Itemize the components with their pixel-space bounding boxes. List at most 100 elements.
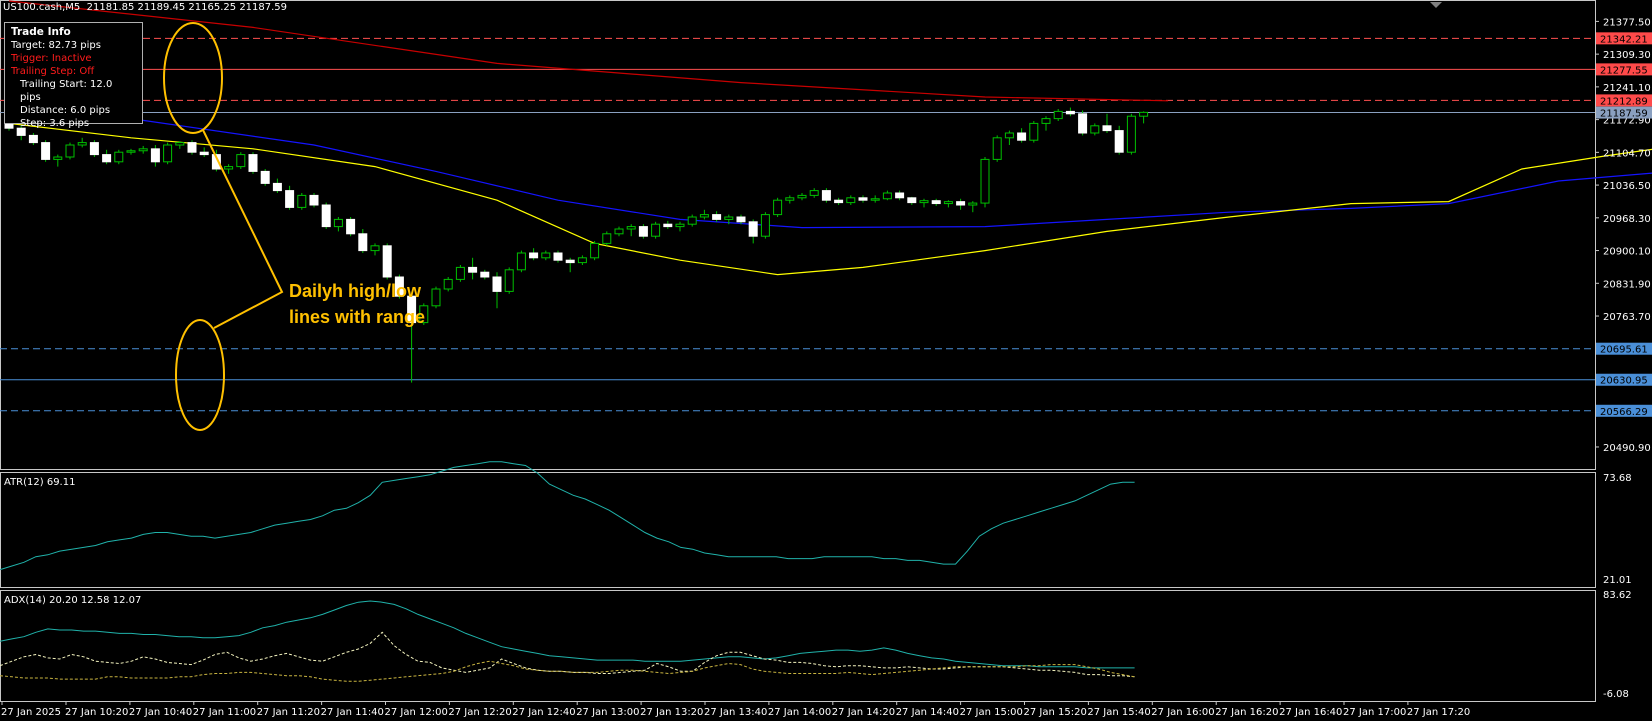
- candle: [626, 224, 636, 237]
- symbol-name: US100.cash,M5: [3, 2, 81, 13]
- candle-body: [321, 204, 331, 228]
- candle: [407, 293, 417, 383]
- candle: [882, 190, 892, 201]
- price-label: 21342.21: [1600, 34, 1648, 45]
- candle: [1041, 116, 1051, 131]
- candle-body: [626, 226, 636, 230]
- y-tick-label: 20900.10: [1603, 247, 1651, 258]
- candle-body: [614, 228, 624, 235]
- candle: [577, 255, 587, 265]
- candle: [663, 220, 673, 229]
- x-tick-label: 27 Jan 11:40: [321, 707, 384, 718]
- x-tick-label: 27 Jan 14:00: [768, 707, 831, 718]
- candle: [1029, 121, 1039, 143]
- annotation-ellipse-low: [175, 319, 225, 431]
- candle: [1017, 128, 1027, 143]
- candle: [272, 178, 282, 193]
- candle-body: [224, 166, 234, 170]
- candle: [248, 152, 258, 174]
- candle: [736, 214, 746, 225]
- candle-body: [443, 278, 453, 290]
- annotation-ellipse-high: [163, 22, 223, 134]
- step-text: Step: 3.6 pips: [20, 118, 90, 129]
- adx-series-2: [0, 631, 1135, 678]
- candle-body: [480, 271, 490, 278]
- candle-body: [724, 216, 734, 220]
- candle: [1065, 107, 1075, 117]
- candle-body: [1029, 122, 1039, 141]
- x-tick-label: 27 Jan 11:00: [193, 707, 256, 718]
- candle: [773, 197, 783, 217]
- candle-body: [638, 226, 648, 237]
- trailing-step-text: Trailing Step: Off: [11, 66, 95, 77]
- candle: [907, 196, 917, 205]
- candle: [114, 149, 124, 165]
- candle-body: [346, 218, 356, 235]
- candle: [541, 250, 551, 261]
- candle: [687, 214, 697, 227]
- candle-body: [773, 199, 783, 216]
- candle: [260, 169, 270, 186]
- trailing-start-text: Trailing Start: 12.0 pips: [20, 79, 113, 103]
- candle: [895, 190, 905, 201]
- price-label: 20630.95: [1600, 376, 1648, 387]
- candle: [382, 243, 392, 280]
- candle-body: [1090, 125, 1100, 134]
- candle-body: [370, 245, 380, 252]
- candle-body: [699, 214, 709, 218]
- candle-body: [163, 144, 173, 163]
- candle: [931, 198, 941, 206]
- x-tick-label: 27 Jan 10:40: [129, 707, 192, 718]
- candle: [492, 272, 502, 309]
- ma_long-line: [8, 0, 1169, 102]
- candle: [638, 224, 648, 239]
- candle-body: [333, 218, 343, 228]
- trigger-text: Trigger: Inactive: [11, 53, 92, 64]
- candle-body: [394, 276, 404, 297]
- adx-title: ADX(14) 20.20 12.58 12.07: [4, 595, 141, 606]
- adx-y-label: 83.62: [1603, 590, 1632, 601]
- x-tick-label: 27 Jan 17:00: [1343, 707, 1406, 718]
- candle: [41, 140, 51, 162]
- x-tick-label: 27 Jan 12:00: [385, 707, 448, 718]
- candle: [419, 303, 429, 325]
- candle-body: [590, 242, 600, 259]
- candle: [297, 193, 307, 210]
- candle: [77, 137, 87, 148]
- candle-body: [1004, 132, 1014, 139]
- candle: [748, 219, 758, 244]
- adx-panel-frame: [0, 590, 1596, 702]
- x-tick-label: 27 Jan 2025: [1, 707, 61, 718]
- x-tick-label: 27 Jan 14:40: [896, 707, 959, 718]
- candle: [321, 202, 331, 229]
- candle-body: [28, 134, 38, 144]
- y-axis: 21377.50 21309.30 21241.10 21172.90 21104.70…: [1595, 17, 1652, 454]
- candle-body: [675, 223, 685, 228]
- x-tick-label: 27 Jan 10:20: [65, 707, 128, 718]
- candle-body: [1126, 115, 1136, 153]
- candle-body: [102, 154, 112, 163]
- atr-y-label: 73.68: [1603, 473, 1632, 484]
- candle: [1102, 113, 1112, 133]
- candle-body: [150, 148, 160, 163]
- price-label-bg: [1596, 63, 1652, 76]
- x-tick-label: 27 Jan 14:20: [832, 707, 895, 718]
- candle-body: [846, 197, 856, 204]
- candle: [870, 195, 880, 203]
- candle: [358, 229, 368, 253]
- candle-body: [468, 266, 478, 273]
- candle-body: [748, 221, 758, 237]
- trade-info-title: Trade Info: [11, 26, 71, 38]
- candle: [1053, 109, 1063, 121]
- candle: [529, 248, 539, 261]
- candle-body: [553, 252, 563, 261]
- candle-body: [980, 158, 990, 204]
- candle: [834, 197, 844, 205]
- candle: [16, 125, 26, 141]
- candle-body: [785, 197, 795, 201]
- chart-shift-marker[interactable]: [1430, 2, 1442, 8]
- candle-body: [895, 192, 905, 199]
- candle-body: [760, 214, 770, 237]
- candle-body: [1053, 110, 1063, 120]
